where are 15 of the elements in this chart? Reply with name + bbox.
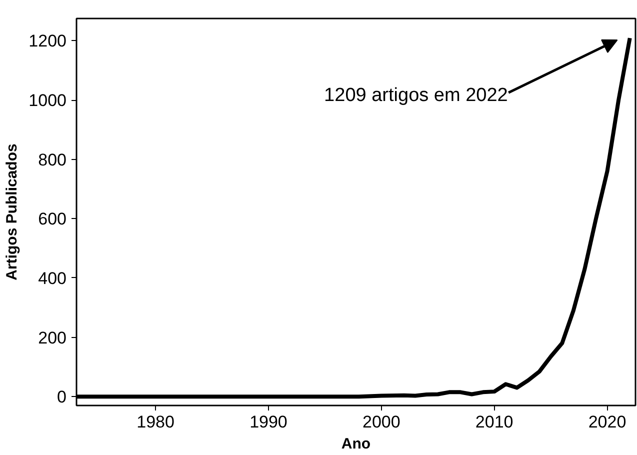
y-tick-label: 200 <box>38 328 67 348</box>
x-tick-label: 2020 <box>588 412 626 432</box>
x-tick-label: 1990 <box>250 412 288 432</box>
x-tick-label: 1980 <box>136 412 174 432</box>
annotation: 1209 artigos em 2022 <box>324 85 508 106</box>
y-axis-title: Artigos Publicados <box>4 144 21 280</box>
x-axis-title: Ano <box>341 436 371 452</box>
y-tick-label: 1200 <box>28 32 67 51</box>
y-tick-label: 800 <box>38 150 67 170</box>
y-tick-label: 0 <box>57 388 67 407</box>
x-tick-label: 2010 <box>475 412 514 432</box>
x-tick-label: 2000 <box>362 412 400 432</box>
y-tick-label: 400 <box>38 268 67 288</box>
y-tick-label: 600 <box>38 210 67 229</box>
y-tick-label: 1000 <box>28 91 67 110</box>
